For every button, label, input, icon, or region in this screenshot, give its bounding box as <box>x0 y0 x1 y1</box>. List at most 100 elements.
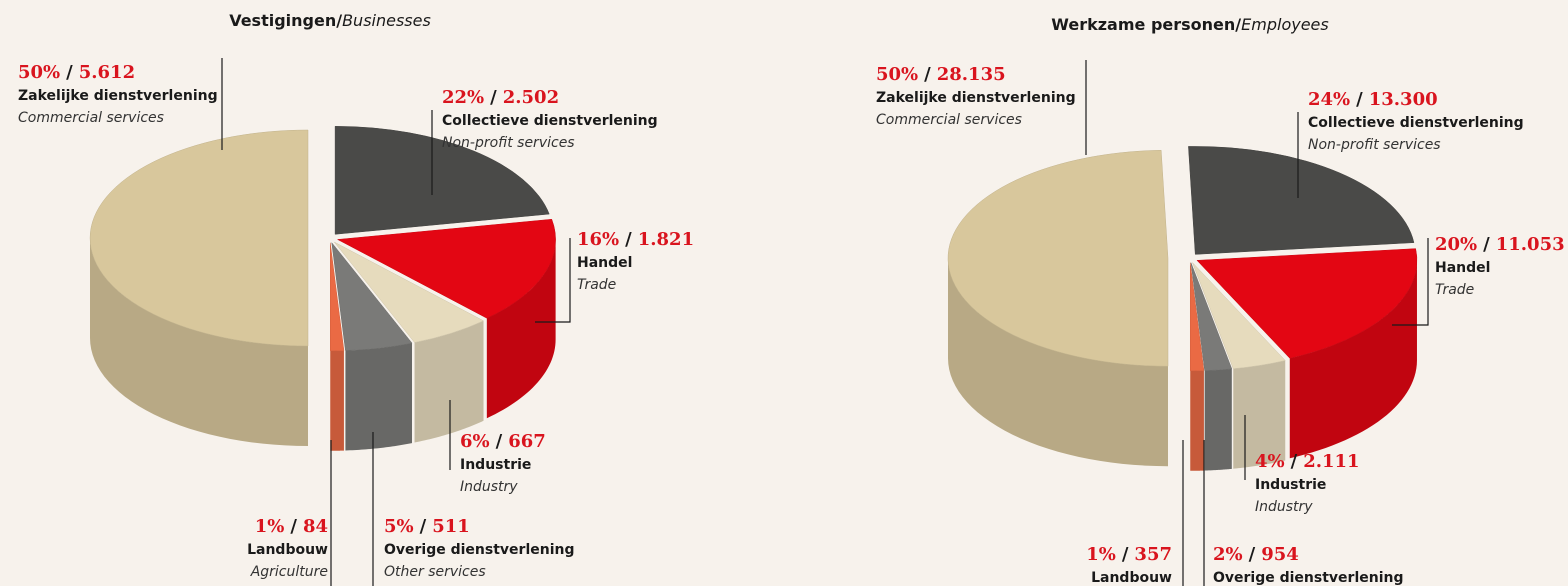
count-label: 511 <box>432 516 470 537</box>
slice <box>89 129 309 347</box>
percent-label: 4% <box>1255 451 1285 472</box>
leader-line <box>535 238 571 323</box>
category-label: Handel <box>1435 260 1490 276</box>
chart-title: Vestigingen/Businesses <box>229 11 431 30</box>
data-label: 2% /954 <box>1213 544 1299 565</box>
pie-chart: Werkzame personen/Employees 50% / 28.135 Zak… <box>876 15 1565 586</box>
category-label-en: Industry <box>1255 499 1313 515</box>
category-label-en: Trade <box>577 277 616 293</box>
slice-side <box>948 258 1169 467</box>
pie-chart: Vestigingen/Businesses 50% / 5.612 Zakelijke… <box>18 11 694 586</box>
category-label: Landbouw <box>1091 570 1172 586</box>
slice <box>947 150 1169 367</box>
category-label: Zakelijke dienstverlening <box>18 88 218 104</box>
separator: / <box>420 516 427 537</box>
percent-label: 1% <box>1086 544 1116 565</box>
category-label: Collectieve dienstverlening <box>1308 115 1524 131</box>
separator: / <box>490 87 497 108</box>
category-label-en: Industry <box>460 479 518 495</box>
data-label: 5% /511 <box>384 516 470 537</box>
category-label-en: Commercial services <box>876 112 1022 128</box>
slice <box>336 218 556 319</box>
count-label: 5.612 <box>79 62 135 83</box>
percent-label: 1% <box>255 516 285 537</box>
separator: / <box>1483 234 1490 255</box>
percent-label: 24% <box>1308 89 1350 110</box>
slice <box>334 126 550 235</box>
slice-side <box>330 350 344 451</box>
category-label: Overige dienstverlening <box>1213 570 1404 586</box>
slice <box>1190 262 1233 371</box>
percent-label: 2% <box>1213 544 1243 565</box>
count-label: 13.300 <box>1369 89 1438 110</box>
separator: / <box>496 431 503 452</box>
percent-label: 16% <box>577 229 619 250</box>
category-label: Industrie <box>460 457 531 473</box>
data-label: 4% /2.111 <box>1255 451 1360 472</box>
separator: / <box>924 64 931 85</box>
count-label: 357 <box>1134 544 1172 565</box>
category-label: Zakelijke dienstverlening <box>876 90 1076 106</box>
slice-side <box>345 343 412 451</box>
count-label: 2.111 <box>1303 451 1359 472</box>
slice <box>1192 262 1286 369</box>
slice-side <box>1204 368 1232 471</box>
chart-title: Werkzame personen/Employees <box>1051 15 1328 34</box>
slice-side <box>90 238 308 446</box>
data-label: 50% / 5.612 <box>18 62 135 83</box>
count-label: 1.821 <box>638 229 694 250</box>
slice-side <box>414 320 484 443</box>
separator: / <box>1356 89 1363 110</box>
leader-line <box>1392 238 1429 326</box>
count-label: 954 <box>1261 544 1299 565</box>
category-label: Collectieve dienstverlening <box>442 113 658 129</box>
subtitle-text: Businesses <box>342 11 431 30</box>
separator: / <box>1291 451 1298 472</box>
data-label: 6% /667 <box>460 431 546 452</box>
count-label: 667 <box>508 431 546 452</box>
data-label: 1% /357 <box>1086 544 1172 565</box>
data-label: 16% / 1.821 <box>577 229 694 250</box>
separator: / <box>1122 544 1129 565</box>
category-label: Overige dienstverlening <box>384 542 575 558</box>
category-label-en: Commercial services <box>18 110 164 126</box>
percent-label: 50% <box>876 64 918 85</box>
slice <box>1188 146 1415 255</box>
percent-label: 22% <box>442 87 484 108</box>
data-label: 1%/ 84 <box>255 516 328 537</box>
count-label: 28.135 <box>937 64 1006 85</box>
separator: / <box>625 229 632 250</box>
percent-label: 20% <box>1435 234 1477 255</box>
category-label: Industrie <box>1255 477 1326 493</box>
percent-label: 50% <box>18 62 60 83</box>
category-label-en: Non-profit services <box>442 135 575 151</box>
data-label: 22% / 2.502 <box>442 87 559 108</box>
percent-label: 6% <box>460 431 490 452</box>
count-label: 2.502 <box>503 87 559 108</box>
title-text: Vestigingen/ <box>229 11 342 30</box>
slice-side <box>1289 260 1417 459</box>
title-text: Werkzame personen/ <box>1051 15 1241 34</box>
slice <box>331 241 413 351</box>
category-label: Handel <box>577 255 632 271</box>
slice <box>334 241 485 343</box>
separator: / <box>1249 544 1256 565</box>
category-label-en: Agriculture <box>250 564 328 580</box>
data-label: 24% / 13.300 <box>1308 89 1438 110</box>
slice <box>1190 262 1205 372</box>
count-label: 11.053 <box>1496 234 1565 255</box>
category-label-en: Other services <box>384 564 486 580</box>
subtitle-text: Employees <box>1241 15 1329 34</box>
percent-label: 5% <box>384 516 414 537</box>
count-label: 84 <box>303 516 328 537</box>
category-label: Landbouw <box>247 542 328 558</box>
slice-side <box>486 239 556 419</box>
data-label: 50% / 28.135 <box>876 64 1006 85</box>
category-label-en: Non-profit services <box>1308 137 1441 153</box>
separator: / <box>290 516 297 537</box>
slice <box>330 242 345 352</box>
category-label-en: Trade <box>1435 282 1474 298</box>
slice-side <box>1190 370 1204 471</box>
separator: / <box>66 62 73 83</box>
slice-side <box>1233 360 1286 469</box>
